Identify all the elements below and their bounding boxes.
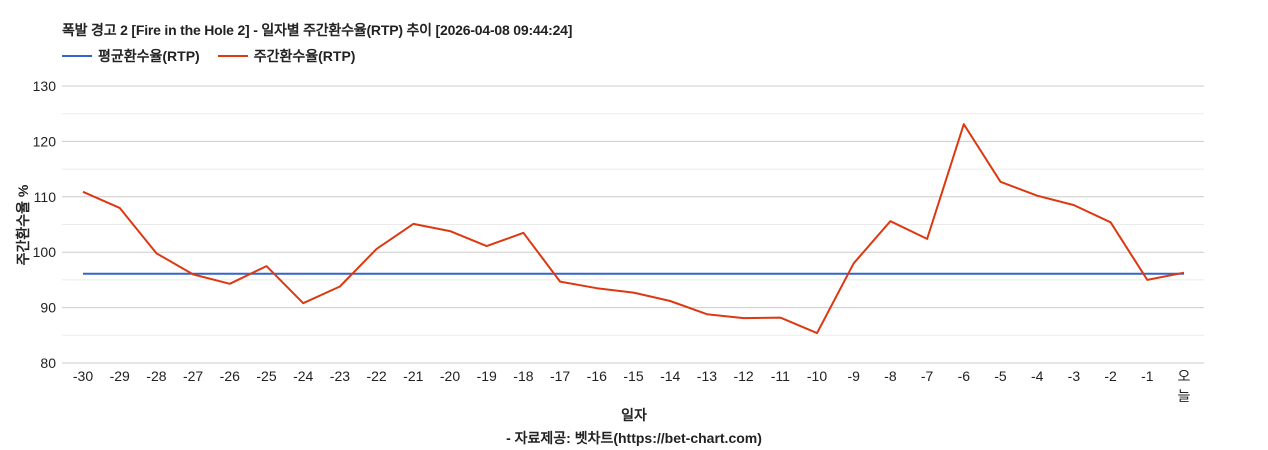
x-tick-label: -6 [958, 368, 971, 384]
series-lines [82, 123, 1185, 335]
x-tick-label: -13 [697, 368, 717, 384]
chart-title: 폭발 경고 2 [Fire in the Hole 2] - 일자별 주간환수율… [62, 22, 573, 38]
x-tick-label: -22 [366, 368, 386, 384]
x-tick-label: -8 [884, 368, 897, 384]
y-tick-label: 130 [33, 78, 57, 94]
x-tick-label: -5 [994, 368, 1007, 384]
x-tick-label: -30 [73, 368, 93, 384]
x-tick-label: -2 [1104, 368, 1117, 384]
legend-item-average[interactable]: 평균환수율(RTP) [62, 46, 200, 66]
y-tick-label: 80 [40, 355, 56, 371]
x-tick-label: -10 [807, 368, 827, 384]
legend-label-average: 평균환수율(RTP) [98, 48, 200, 64]
x-tick-label: -23 [330, 368, 350, 384]
x-tick-label: 오 [1178, 368, 1191, 384]
x-tick-label: -27 [183, 368, 203, 384]
legend-swatch-weekly [217, 55, 248, 57]
x-tick-label: -19 [477, 368, 497, 384]
x-axis-label: 일자 [0, 405, 1268, 425]
y-tick-label: 120 [33, 133, 57, 149]
legend-swatch-average [62, 55, 92, 57]
x-tick-label: -15 [623, 368, 643, 384]
x-tick-label: -25 [256, 368, 276, 384]
x-tick-label: 늘 [1178, 388, 1191, 404]
y-tick-label: 110 [34, 189, 57, 205]
x-tick-label: -11 [771, 368, 790, 384]
x-tick-label: -16 [587, 368, 607, 384]
x-tick-label: -9 [847, 368, 860, 384]
y-axis-label: 주간환수율 % [15, 184, 31, 266]
x-tick-label: -7 [921, 368, 934, 384]
x-tick-label: -24 [293, 368, 313, 384]
source-credit: - 자료제공: 벳차트(https://bet-chart.com) [506, 430, 762, 446]
y-tick-label: 100 [33, 244, 57, 260]
gridlines [62, 85, 1204, 364]
x-tick-label: -21 [403, 368, 423, 384]
x-tick-label: -20 [440, 368, 460, 384]
legend-item-weekly[interactable]: 주간환수율(RTP) [217, 46, 356, 66]
y-tick-label: 90 [40, 300, 56, 316]
x-tick-label: -26 [220, 368, 240, 384]
x-tick-label: -17 [550, 368, 570, 384]
x-tick-label: -18 [513, 368, 533, 384]
legend-label-weekly: 주간환수율(RTP) [253, 48, 356, 64]
x-tick-label: -3 [1068, 368, 1081, 384]
x-tick-label: -4 [1031, 368, 1044, 384]
x-tick-label: -28 [146, 368, 166, 384]
weekly-rtp-line[interactable] [82, 123, 1185, 335]
legend: 평균환수율(RTP) 주간환수율(RTP) [62, 46, 373, 66]
x-tick-label: -12 [733, 368, 753, 384]
x-axis-ticks: -30 -29 -28 -27 -26 -25 -24 -23 -22 -21 -20 -19 -18 -… [73, 368, 1191, 404]
y-axis-ticks: 80 90 100 110 120 130 [33, 78, 57, 371]
x-tick-label: -14 [660, 368, 680, 384]
x-tick-label: -29 [110, 368, 130, 384]
x-tick-label: -1 [1141, 368, 1154, 384]
x-axis-label-text: 일자 [621, 407, 647, 423]
